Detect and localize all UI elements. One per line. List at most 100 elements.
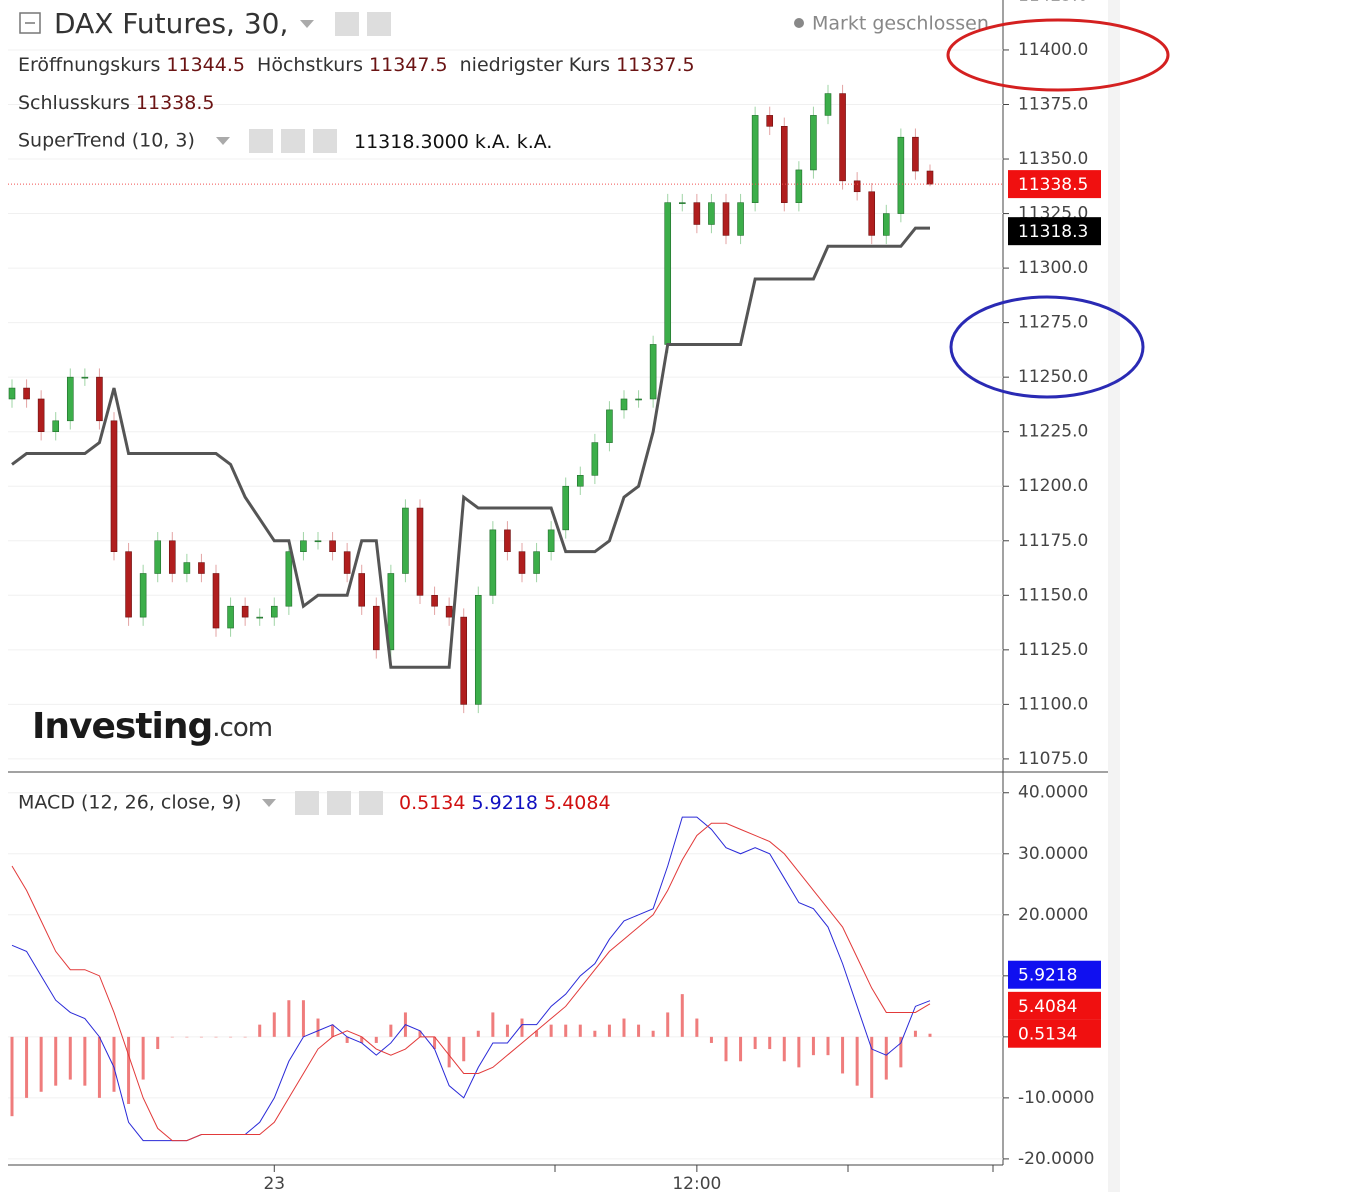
candle-body xyxy=(533,551,540,574)
histogram-bar xyxy=(491,1012,495,1037)
candle-body xyxy=(212,573,220,629)
value: k.A. xyxy=(517,131,553,153)
histogram-bar xyxy=(782,1036,786,1062)
y-tick-label: 11300.0 xyxy=(1018,258,1088,278)
candle-body xyxy=(926,170,934,185)
dropdown[interactable] xyxy=(300,20,314,28)
candle-body xyxy=(37,398,45,433)
value: k.A. xyxy=(475,131,511,153)
candle-body xyxy=(387,573,395,651)
collapse-button[interactable] xyxy=(19,12,41,34)
candle-body xyxy=(96,376,103,422)
y-tick-label: -10.0000 xyxy=(1018,1088,1094,1108)
histogram-bar xyxy=(549,1024,553,1037)
candle-body xyxy=(897,136,905,214)
eye-icon[interactable] xyxy=(295,791,319,815)
histogram-bar xyxy=(841,1036,845,1074)
histogram-bar xyxy=(25,1036,29,1098)
histogram-bar xyxy=(724,1036,728,1062)
macd-badge-bg xyxy=(1008,960,1101,989)
histogram-bar xyxy=(811,1036,815,1056)
macd-line xyxy=(11,822,931,1142)
candle-body xyxy=(445,605,453,618)
settings-icon[interactable] xyxy=(281,129,305,153)
candle-body xyxy=(693,202,701,225)
candle-body xyxy=(722,202,730,236)
candle-body xyxy=(518,551,526,574)
histogram-bar xyxy=(243,1036,247,1038)
histogram-bar xyxy=(870,1036,874,1098)
candle-body xyxy=(139,573,147,618)
histogram-bar xyxy=(651,1030,655,1037)
macd-badge-bg xyxy=(1008,991,1101,1020)
histogram-bar xyxy=(68,1036,72,1080)
candle-body xyxy=(8,387,16,400)
candle-body xyxy=(431,595,438,607)
histogram-bar xyxy=(127,1036,131,1104)
histogram-bar xyxy=(185,1036,189,1038)
candle-body xyxy=(52,420,60,433)
histogram-bar xyxy=(826,1036,830,1056)
close-icon[interactable] xyxy=(359,791,383,815)
histogram-bar xyxy=(418,1030,422,1037)
candle-body xyxy=(125,551,132,618)
histogram-bar xyxy=(666,1012,670,1037)
candle-body xyxy=(562,485,570,531)
candle-body xyxy=(300,540,307,552)
value: 5.9218 xyxy=(472,792,538,814)
close-icon[interactable] xyxy=(313,129,337,153)
market-status: Markt geschlossen xyxy=(812,13,989,35)
candle-body xyxy=(606,409,613,443)
histogram-bar xyxy=(768,1036,772,1050)
histogram-bar xyxy=(622,1018,626,1037)
histogram-bar xyxy=(112,1036,116,1092)
x-tick-label: 23 xyxy=(263,1174,285,1192)
dropdown[interactable] xyxy=(262,799,276,807)
histogram-bar xyxy=(447,1036,451,1068)
value: 0.5134 xyxy=(399,792,465,814)
y-tick-label: 11175.0 xyxy=(1018,531,1088,551)
histogram-bar xyxy=(39,1036,43,1092)
candle-body xyxy=(547,529,555,552)
candle-body xyxy=(780,126,788,203)
candle-body xyxy=(256,616,264,619)
candle-body xyxy=(882,213,890,236)
eye-icon[interactable] xyxy=(249,129,273,153)
candle-body xyxy=(591,442,599,476)
histogram-bar xyxy=(331,1024,335,1037)
histogram-bar xyxy=(360,1036,364,1043)
annotation-circle xyxy=(946,18,1170,92)
value: 11337.5 xyxy=(616,54,695,76)
histogram-bar xyxy=(214,1036,218,1038)
histogram-bar xyxy=(928,1033,932,1037)
histogram-bar xyxy=(578,1024,582,1037)
candle-body xyxy=(868,191,876,236)
y-tick-label: 11100.0 xyxy=(1018,694,1088,714)
y-tick-label: 11425.0 xyxy=(1018,0,1088,5)
histogram-bar xyxy=(433,1036,437,1050)
candle-body xyxy=(839,93,846,182)
supertrend-line xyxy=(11,226,930,669)
y-tick-label: 11150.0 xyxy=(1018,585,1088,605)
value: 11318.3000 xyxy=(354,131,469,153)
label: niedrigster Kurs xyxy=(460,54,610,76)
annotation-circle xyxy=(949,295,1145,399)
histogram-bar xyxy=(899,1036,903,1068)
settings-icon[interactable] xyxy=(367,12,391,36)
value: 5.4084 xyxy=(544,792,610,814)
histogram-bar xyxy=(54,1036,58,1086)
dropdown[interactable] xyxy=(216,137,230,145)
candle-body xyxy=(358,573,366,607)
histogram-bar xyxy=(199,1036,203,1038)
candle-body xyxy=(708,202,715,225)
eye-icon[interactable] xyxy=(335,12,359,36)
settings-icon[interactable] xyxy=(327,791,351,815)
macd-badge: 5.4084 xyxy=(1018,997,1077,1017)
candle-body xyxy=(23,387,30,400)
candle-body xyxy=(504,529,511,552)
candle-body xyxy=(183,562,191,574)
histogram-bar xyxy=(170,1036,174,1038)
candle-body xyxy=(285,551,293,607)
candle-body xyxy=(81,376,89,379)
y-tick-label: 11350.0 xyxy=(1018,149,1088,169)
